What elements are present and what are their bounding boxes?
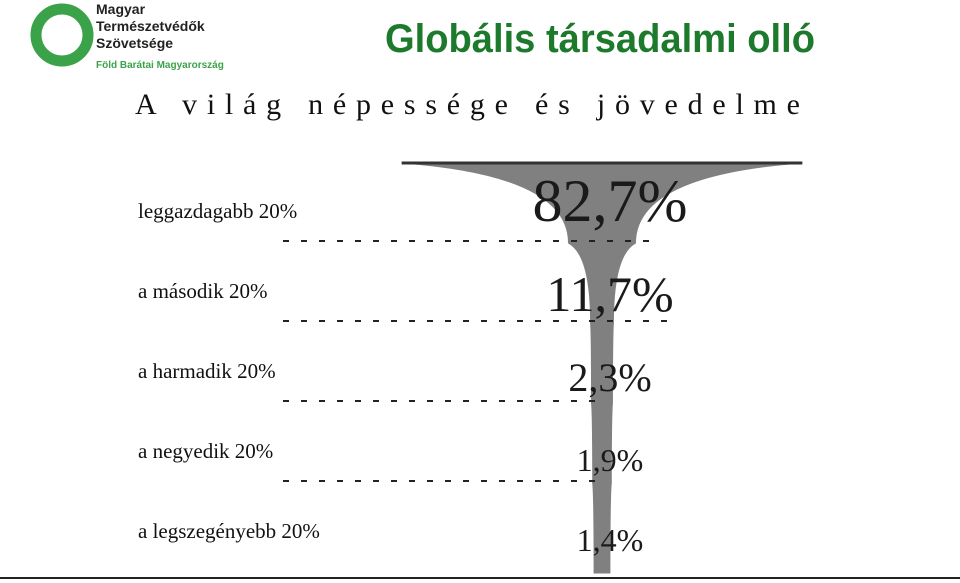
- glass-band: [592, 482, 612, 574]
- chart-title: Globális társadalmi olló: [385, 17, 815, 61]
- value-label: 1,4%: [577, 522, 644, 558]
- logo-ring: [30, 3, 94, 67]
- value-label: 82,7%: [533, 168, 688, 234]
- category-label: leggazdagabb 20%: [138, 199, 297, 223]
- category-label: a legszegényebb 20%: [138, 519, 320, 543]
- value-label: 1,9%: [577, 442, 644, 478]
- logo-line: Magyar: [96, 1, 146, 17]
- value-label: 2,3%: [568, 355, 651, 400]
- category-label: a negyedik 20%: [138, 439, 273, 463]
- value-label: 11,7%: [546, 266, 673, 322]
- logo-line: Természetvédők: [96, 18, 205, 34]
- logo-line: Szövetsége: [96, 35, 173, 51]
- chart-subtitle: A világ népessége és jövedelme: [135, 88, 800, 121]
- category-label: a harmadik 20%: [138, 359, 276, 383]
- logo-tagline: Föld Barátai Magyarország: [96, 60, 224, 71]
- category-label: a második 20%: [138, 279, 267, 303]
